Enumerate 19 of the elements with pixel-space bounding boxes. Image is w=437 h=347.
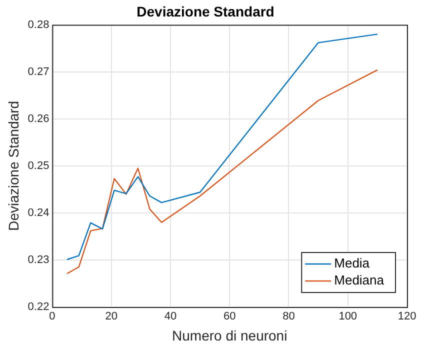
- y-tick-label: 0.27: [28, 66, 50, 78]
- legend-label: Mediana: [334, 272, 385, 288]
- x-tick-label: 20: [105, 310, 118, 323]
- y-axis-title: Deviazione Standard: [5, 100, 22, 231]
- x-tick-label: 0: [49, 310, 56, 323]
- x-tick-label: 60: [223, 310, 236, 323]
- x-tick-label: 100: [338, 310, 358, 323]
- chart-title: Deviazione Standard: [136, 3, 274, 20]
- legend-label: Media: [334, 256, 370, 271]
- x-tick-label: 120: [398, 310, 416, 323]
- y-tick-label: 0.26: [28, 112, 50, 125]
- y-tick-label: 0.22: [28, 301, 50, 314]
- x-tick-label: 80: [282, 310, 295, 323]
- y-tick-label: 0.23: [28, 254, 50, 266]
- x-axis-title: Numero di neuroni: [172, 327, 288, 344]
- x-tick-label: 40: [164, 310, 177, 323]
- y-tick-label: 0.28: [28, 18, 50, 31]
- y-tick-label: 0.24: [28, 206, 50, 219]
- y-tick-label: 0.25: [28, 160, 50, 172]
